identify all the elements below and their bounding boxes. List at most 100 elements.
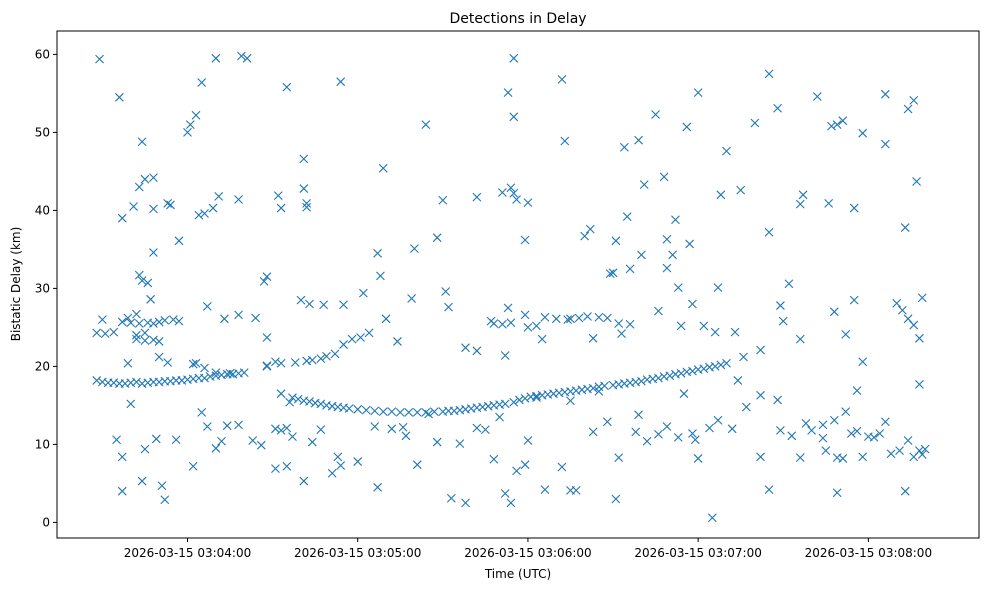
- data-point: [211, 443, 221, 453]
- data-point: [605, 269, 615, 278]
- y-tick-label: 0: [42, 515, 50, 529]
- data-point: [237, 51, 246, 61]
- data-point: [109, 327, 119, 337]
- x-axis-label: Time (UTC): [484, 567, 551, 581]
- data-point: [316, 425, 326, 434]
- data-point: [540, 312, 550, 322]
- data-point: [140, 174, 150, 184]
- data-point: [307, 437, 317, 447]
- data-point: [676, 321, 686, 331]
- data-point: [208, 203, 218, 213]
- data-point: [574, 313, 584, 323]
- data-point: [665, 371, 675, 381]
- data-point: [171, 435, 181, 445]
- y-axis-label: Bistatic Delay (km): [9, 227, 23, 342]
- data-point: [750, 118, 760, 128]
- data-point: [185, 120, 195, 129]
- data-point: [741, 402, 751, 412]
- data-point: [157, 481, 167, 491]
- data-point: [149, 248, 158, 257]
- data-point: [778, 316, 788, 326]
- data-point: [495, 412, 504, 422]
- data-point: [900, 223, 910, 232]
- data-point: [625, 319, 635, 329]
- data-point: [100, 329, 110, 339]
- data-point: [117, 486, 127, 496]
- data-point: [358, 288, 368, 298]
- data-point: [217, 436, 226, 446]
- data-point: [727, 424, 737, 434]
- data-point: [378, 163, 388, 173]
- data-point: [276, 425, 286, 435]
- data-point: [219, 314, 229, 324]
- data-point: [611, 236, 621, 246]
- data-point: [858, 128, 868, 138]
- data-point: [302, 198, 312, 208]
- data-point: [188, 461, 198, 471]
- data-point: [339, 340, 348, 349]
- data-point: [710, 327, 720, 337]
- data-point: [174, 316, 184, 326]
- data-point: [339, 300, 348, 310]
- data-point: [271, 424, 280, 434]
- data-point: [137, 476, 147, 486]
- data-point: [305, 397, 314, 406]
- data-point: [123, 313, 133, 323]
- data-point: [773, 395, 782, 405]
- data-point: [829, 415, 839, 425]
- data-point: [194, 210, 204, 220]
- data-point: [671, 215, 680, 225]
- data-point: [773, 103, 782, 113]
- data-point: [271, 357, 280, 367]
- data-point: [262, 362, 272, 371]
- data-point: [566, 396, 575, 406]
- data-point: [602, 313, 612, 323]
- data-point: [117, 317, 127, 327]
- data-point: [523, 323, 533, 332]
- data-point: [333, 452, 343, 462]
- data-point: [540, 485, 550, 495]
- data-point: [432, 437, 442, 447]
- data-point: [515, 395, 524, 405]
- y-tick-label: 60: [35, 47, 50, 61]
- data-point: [690, 435, 700, 445]
- data-point: [319, 300, 329, 310]
- data-point: [500, 489, 510, 498]
- data-point: [583, 312, 592, 321]
- data-point: [251, 313, 260, 323]
- data-point: [132, 309, 141, 319]
- data-point: [137, 137, 147, 147]
- data-point: [892, 298, 902, 308]
- data-point: [594, 312, 604, 322]
- data-point: [798, 190, 808, 200]
- data-point: [776, 301, 785, 310]
- data-point: [146, 294, 156, 304]
- data-point: [614, 453, 624, 463]
- data-point: [299, 476, 309, 486]
- data-point: [200, 209, 209, 218]
- data-point: [381, 314, 391, 324]
- data-point: [594, 386, 604, 396]
- data-point: [160, 495, 170, 505]
- data-point: [713, 415, 723, 425]
- data-point: [412, 460, 422, 470]
- data-point: [168, 315, 178, 324]
- data-point: [668, 250, 678, 260]
- data-point: [262, 272, 272, 282]
- data-point: [316, 354, 326, 363]
- data-point: [429, 407, 439, 417]
- data-point: [898, 305, 907, 315]
- data-point: [736, 185, 746, 195]
- data-point: [662, 422, 672, 431]
- data-point: [637, 376, 646, 386]
- data-point: [634, 410, 643, 420]
- data-point: [699, 364, 709, 374]
- data-point: [234, 420, 243, 430]
- data-point: [585, 224, 595, 234]
- data-point: [710, 362, 720, 371]
- data-point: [512, 195, 521, 204]
- data-point: [858, 452, 868, 462]
- data-point: [282, 461, 292, 471]
- data-point: [812, 92, 822, 101]
- data-point: [211, 53, 221, 63]
